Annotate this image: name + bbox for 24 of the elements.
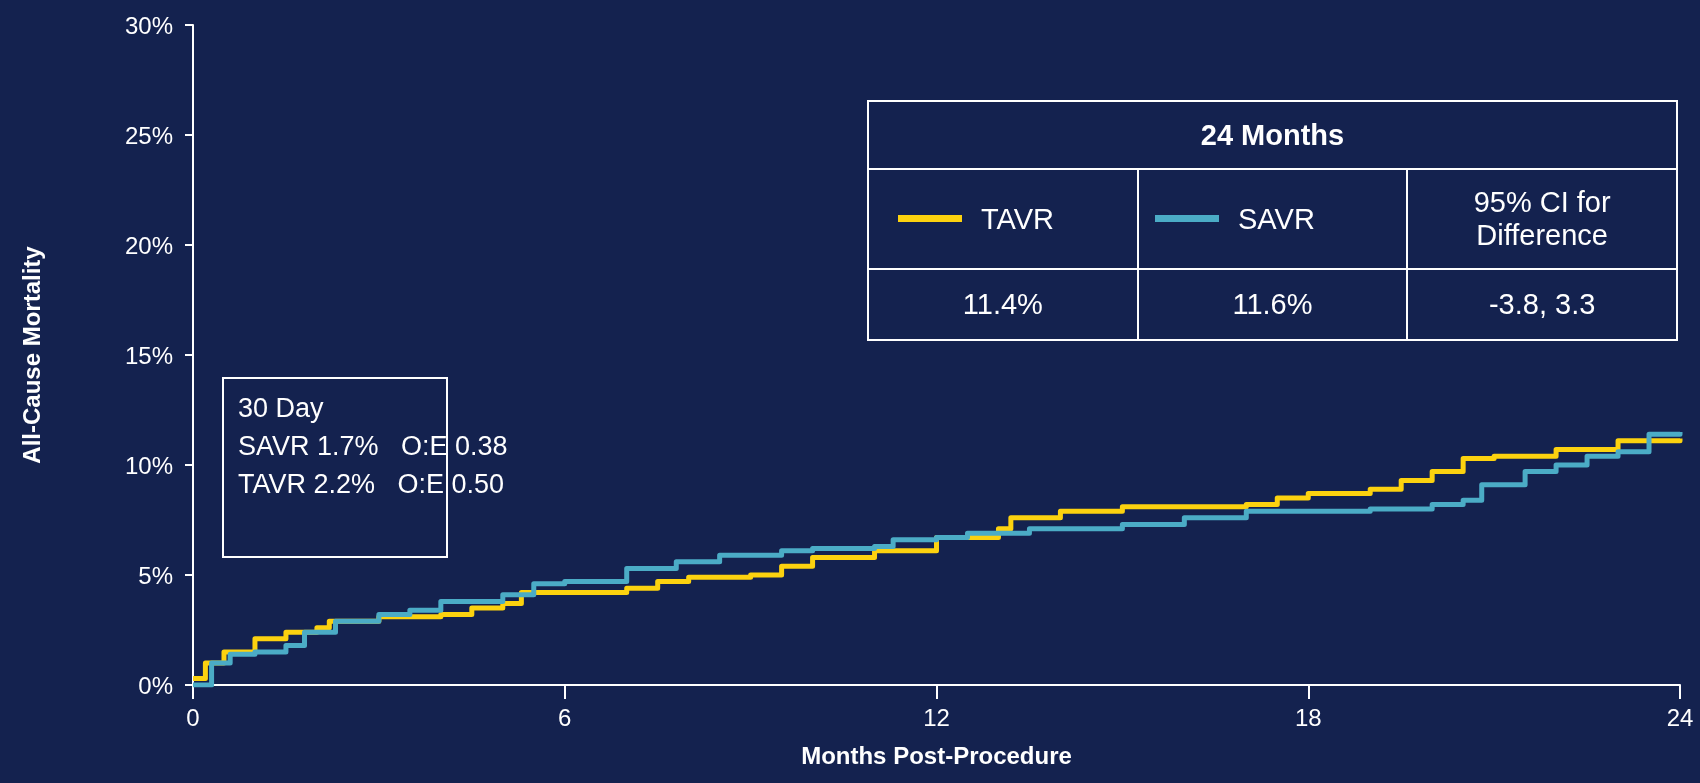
y-tick-label: 30% (124, 11, 173, 39)
y-tick-label: 0% (138, 671, 173, 699)
x-tick-label: 24 (1666, 703, 1694, 731)
x-tick-label: 12 (923, 703, 950, 731)
annotation: 95% CI for Difference (1407, 169, 1677, 269)
y-tick-label: 20% (124, 231, 173, 259)
x-tick-label: 18 (1294, 703, 1322, 731)
annotation: 24 Months (868, 101, 1677, 169)
x-tick-label: 0 (186, 703, 200, 731)
annotation: -3.8, 3.3 (1407, 269, 1677, 340)
x-tick-label: 6 (558, 703, 572, 731)
annotation: SAVR 1.7% O:E 0.38 (238, 431, 508, 461)
annotation: 11.4% (868, 269, 1138, 340)
annotation: 30 Day (238, 393, 324, 423)
y-tick-label: 10% (124, 451, 173, 479)
x-axis-title: Months Post-Procedure (801, 741, 1072, 769)
annotation: TAVR 2.2% O:E 0.50 (238, 469, 505, 499)
annotation: 11.6% (1137, 269, 1408, 340)
legend-label: SAVR (1238, 202, 1315, 235)
y-tick-label: 25% (124, 121, 173, 149)
y-tick-label: 15% (124, 341, 173, 369)
y-axis-title: All-Cause Mortality (17, 245, 45, 464)
y-tick-label: 5% (138, 561, 173, 589)
legend-label: TAVR (981, 202, 1055, 235)
